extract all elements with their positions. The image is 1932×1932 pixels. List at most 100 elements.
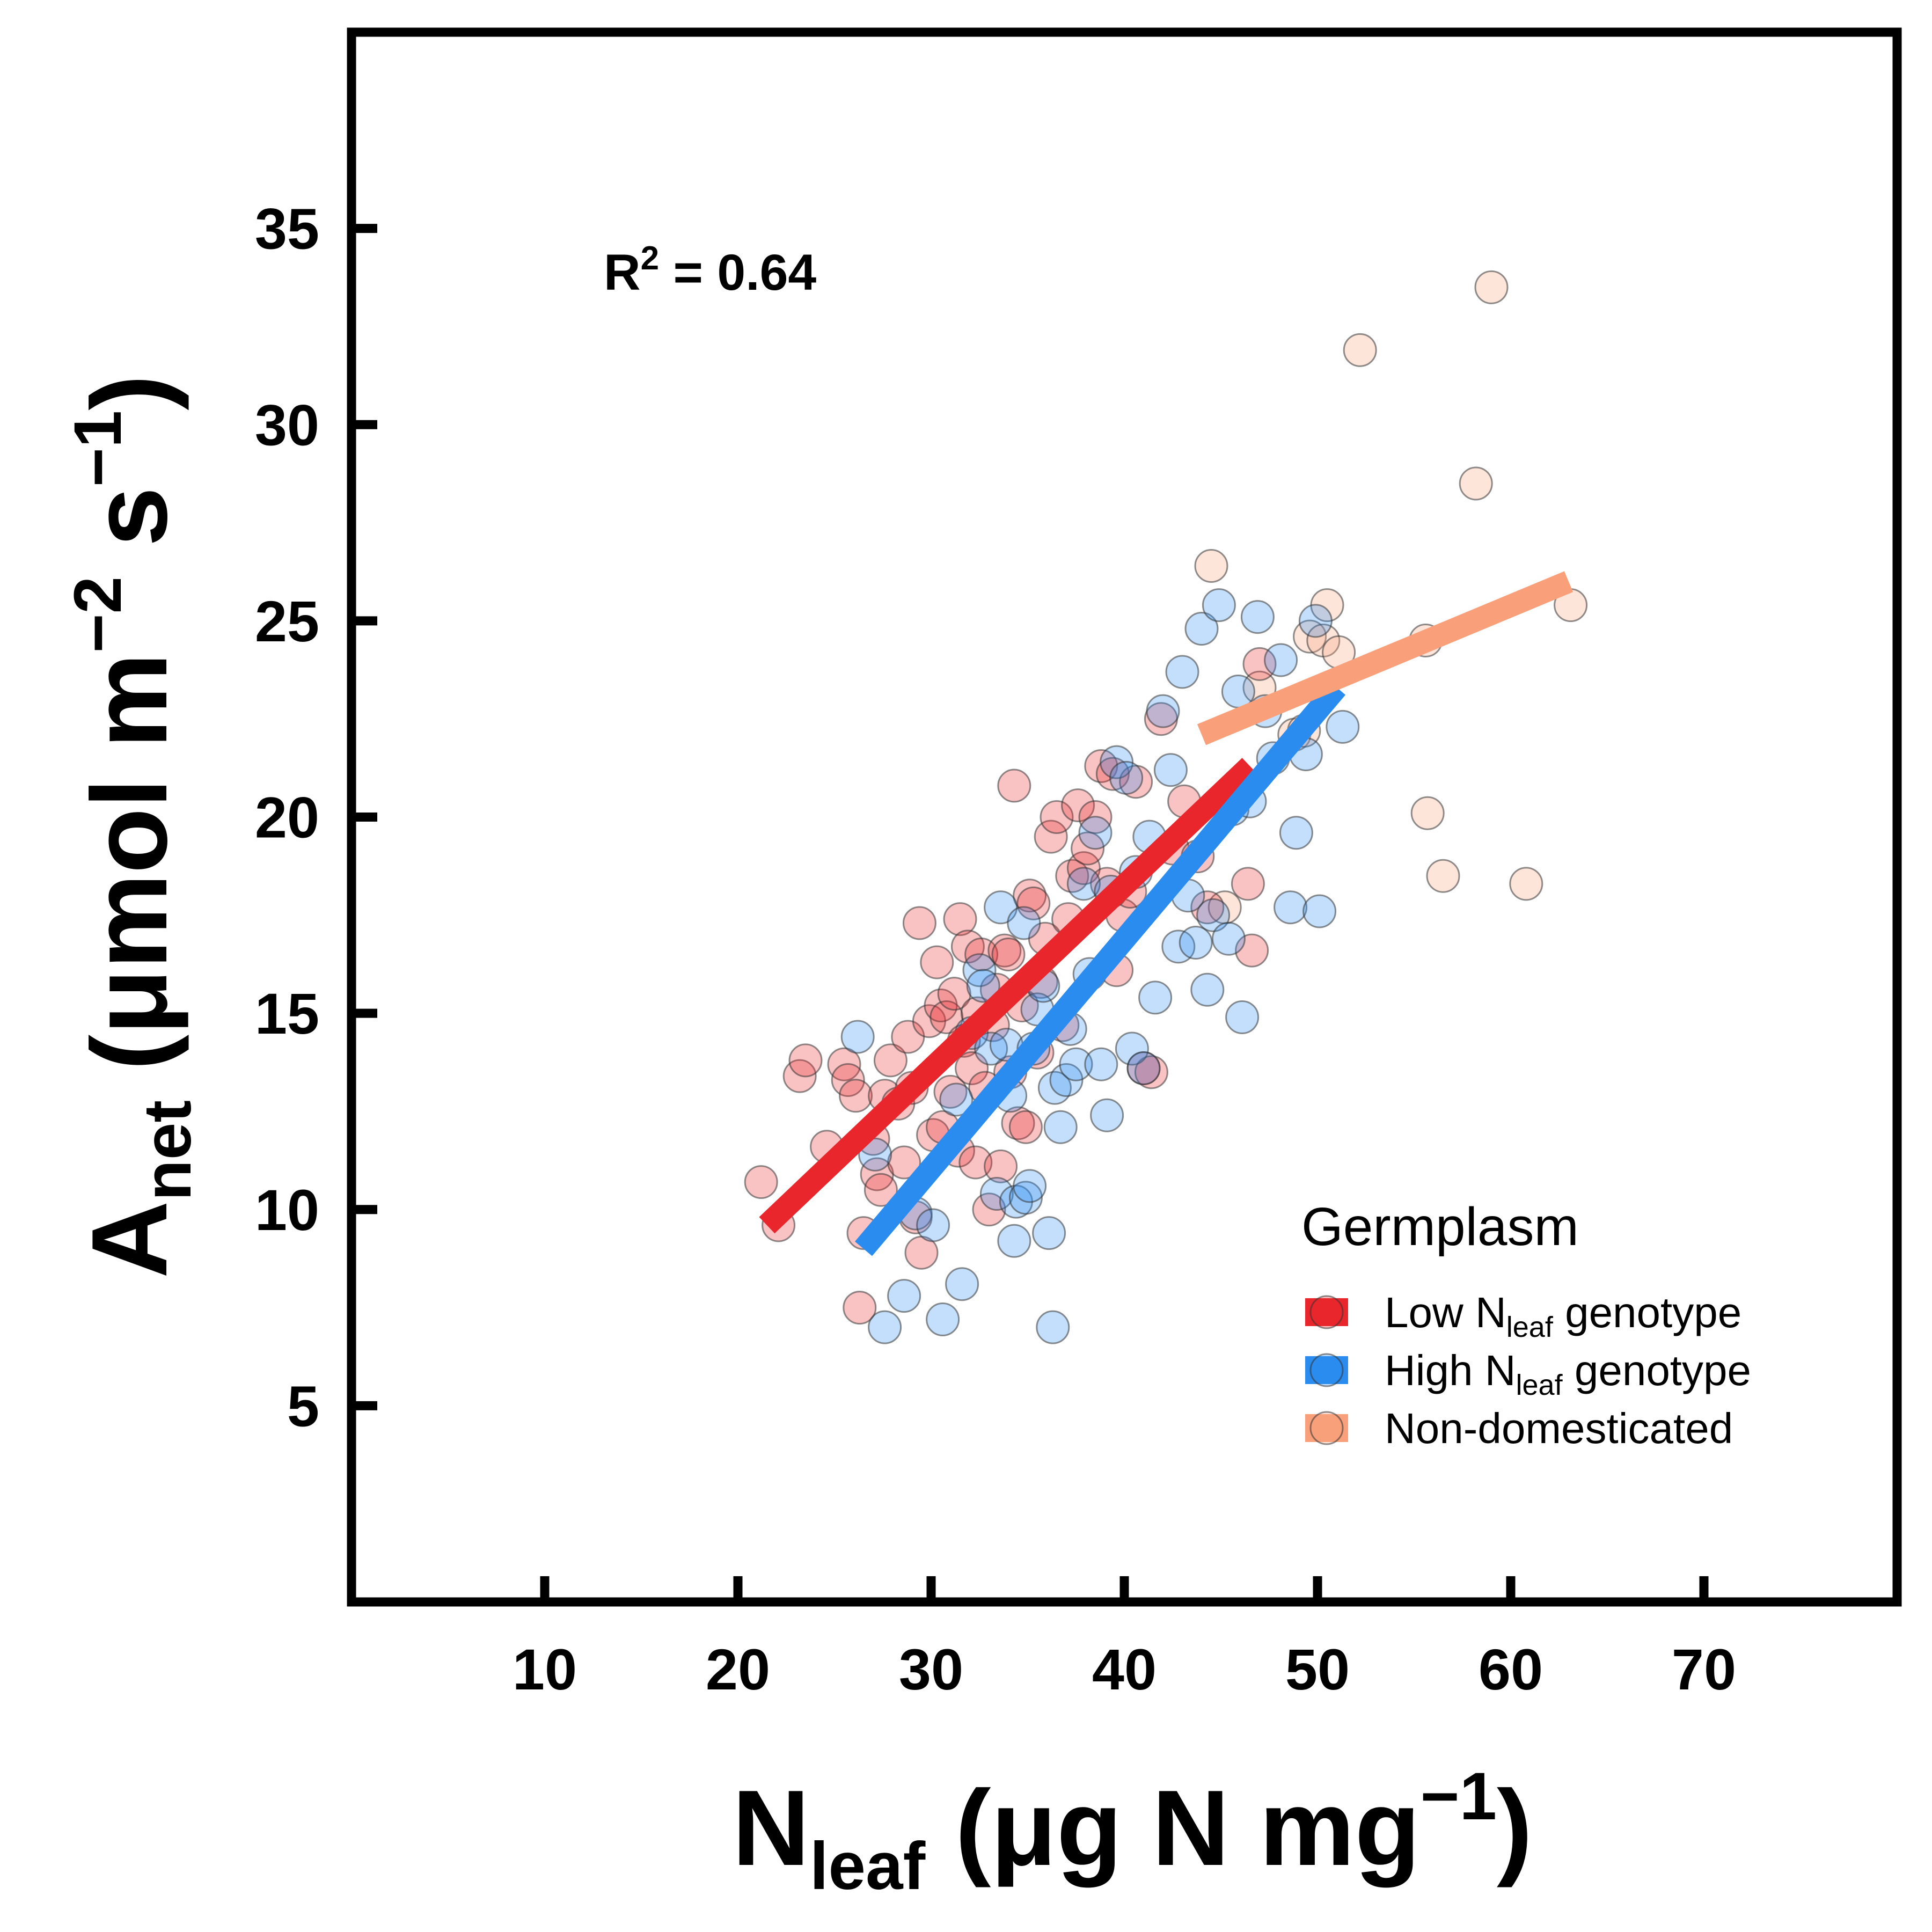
data-point	[868, 1310, 902, 1344]
y-tick-label: 35	[255, 196, 319, 261]
legend-label: High Nleaf genotype	[1385, 1346, 1751, 1401]
data-point	[1410, 796, 1445, 830]
points-layer	[744, 270, 1588, 1344]
data-point	[979, 1177, 1014, 1211]
data-point	[1071, 831, 1105, 866]
data-point	[1242, 647, 1277, 681]
data-point	[1459, 466, 1493, 501]
data-point	[1032, 1216, 1066, 1250]
data-point	[902, 906, 936, 940]
x-tick-label: 50	[1285, 1637, 1350, 1702]
data-point	[1040, 800, 1074, 834]
y-tick-label: 25	[255, 589, 319, 654]
data-point	[1115, 1031, 1149, 1066]
regression-line	[759, 758, 1258, 1234]
legend-swatch	[1305, 1298, 1348, 1326]
legend-title: Germplasm	[1301, 1197, 1579, 1257]
data-point	[1153, 753, 1188, 787]
data-point	[1231, 867, 1265, 901]
y-tick-label: 30	[255, 392, 319, 457]
data-point	[788, 1043, 823, 1078]
data-point	[920, 945, 954, 979]
data-point	[839, 1079, 873, 1113]
data-point	[991, 937, 1026, 971]
legend-swatch	[1305, 1414, 1348, 1442]
data-point	[1008, 1110, 1043, 1144]
data-point	[1138, 980, 1173, 1015]
data-point	[831, 1063, 865, 1097]
data-point	[1194, 549, 1228, 583]
data-point	[858, 1137, 892, 1172]
data-point	[1343, 333, 1377, 367]
data-point	[1126, 1051, 1161, 1085]
data-point	[1184, 612, 1219, 646]
data-point	[937, 977, 971, 1011]
data-point	[1264, 643, 1298, 677]
data-point	[1043, 1110, 1078, 1144]
data-point	[1084, 1047, 1118, 1081]
data-point	[1196, 898, 1231, 932]
data-point	[1008, 1181, 1043, 1215]
data-point	[943, 902, 977, 936]
data-point	[1100, 745, 1134, 779]
data-point	[1066, 867, 1101, 901]
data-point	[1509, 867, 1543, 901]
legend-marker	[1309, 1411, 1344, 1445]
data-point	[984, 890, 1018, 925]
data-point	[1109, 760, 1144, 795]
data-point	[1225, 1000, 1260, 1034]
data-point	[1059, 1047, 1093, 1081]
data-point	[958, 1145, 993, 1180]
data-point	[1146, 694, 1180, 728]
x-tick-label: 30	[899, 1637, 963, 1702]
data-point	[1036, 1310, 1070, 1344]
data-point	[1279, 816, 1313, 850]
x-tick-label: 20	[706, 1637, 770, 1702]
legend-label: Low Nleaf genotype	[1385, 1289, 1741, 1343]
x-tick-label: 40	[1092, 1637, 1157, 1702]
data-point	[984, 1149, 1018, 1183]
legend-marker	[1309, 1353, 1344, 1387]
data-point	[1161, 930, 1196, 964]
data-point	[1298, 604, 1333, 638]
data-point	[843, 1291, 877, 1325]
x-tick-label: 70	[1672, 1637, 1736, 1702]
data-point	[863, 1173, 898, 1207]
data-point	[840, 1020, 875, 1054]
r-squared-annotation: R2 = 0.64	[604, 240, 816, 301]
data-point	[1211, 921, 1246, 956]
data-point	[1179, 926, 1213, 960]
data-point	[1302, 894, 1337, 928]
data-point	[1078, 816, 1113, 850]
data-point	[1426, 859, 1460, 893]
data-point	[972, 1192, 1006, 1227]
data-point	[1190, 972, 1225, 1007]
regression-line	[1197, 571, 1574, 745]
legend-marker	[1309, 1295, 1344, 1329]
y-tick-label: 10	[255, 1177, 319, 1242]
x-axis-title: Nleaf (μg N mg−1)	[732, 1759, 1532, 1904]
data-point	[1007, 906, 1041, 940]
y-tick-label: 15	[255, 981, 319, 1046]
data-point	[916, 1208, 950, 1242]
data-point	[887, 1145, 921, 1180]
legend-swatch	[1305, 1356, 1348, 1384]
data-point	[1013, 1169, 1047, 1203]
data-point	[966, 969, 1000, 1003]
data-point	[1240, 600, 1275, 634]
axis-ticks: 10 20 30 40 50 60 70 5 10 15 20 25 30 35	[255, 196, 1736, 1702]
data-point	[1274, 890, 1308, 925]
data-point	[926, 1302, 960, 1336]
data-point	[1090, 1098, 1124, 1132]
y-axis-title: Anet (μmol m−2 s−1)	[61, 375, 205, 1278]
data-point	[1061, 788, 1095, 823]
data-point	[1165, 655, 1199, 689]
data-point	[997, 1224, 1031, 1258]
data-point	[1095, 757, 1130, 791]
y-tick-label: 20	[255, 785, 319, 850]
x-tick-label: 60	[1479, 1637, 1543, 1702]
